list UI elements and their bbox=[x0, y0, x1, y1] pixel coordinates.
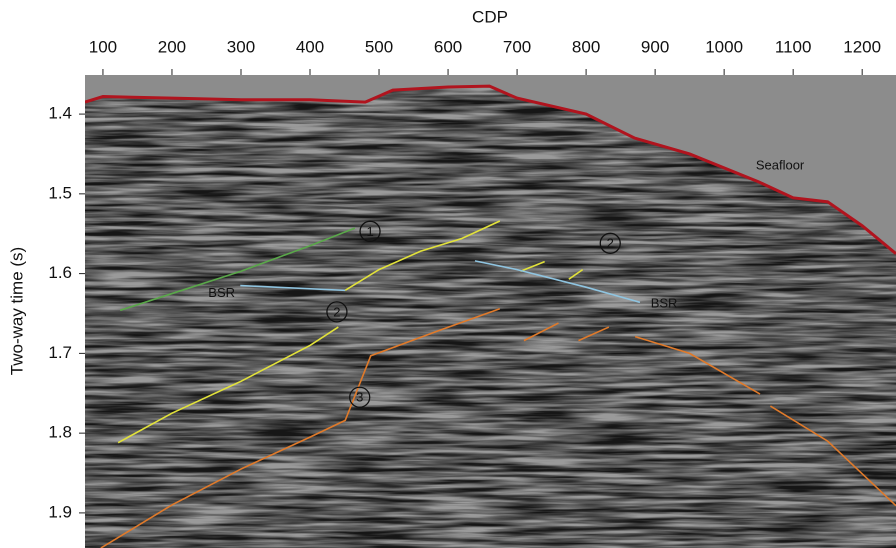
annotation: BSR bbox=[208, 285, 235, 300]
x-tick-label: 300 bbox=[227, 37, 255, 56]
horizon bbox=[85, 84, 896, 255]
horizon bbox=[474, 260, 641, 304]
x-tick-label: 600 bbox=[434, 37, 462, 56]
y-tick-label: 1.7 bbox=[48, 343, 72, 362]
y-tick-label: 1.4 bbox=[48, 104, 72, 123]
horizon bbox=[769, 405, 896, 507]
y-tick-label: 1.9 bbox=[48, 502, 72, 521]
annotation: BSR bbox=[651, 296, 678, 311]
horizon bbox=[117, 326, 339, 444]
annotation: 3 bbox=[356, 390, 363, 405]
annotation-circle bbox=[599, 232, 621, 254]
annotation: Seafloor bbox=[756, 158, 805, 173]
x-tick-label: 900 bbox=[641, 37, 669, 56]
horizon bbox=[578, 326, 610, 342]
y-axis-label: Two-way time (s) bbox=[7, 247, 26, 375]
horizon bbox=[568, 268, 584, 280]
annotation-circle bbox=[326, 301, 348, 323]
horizon bbox=[523, 322, 559, 342]
annotation-circle bbox=[349, 386, 371, 408]
x-tick-label: 400 bbox=[296, 37, 324, 56]
y-tick-label: 1.6 bbox=[48, 263, 72, 282]
horizon bbox=[634, 335, 761, 395]
horizon bbox=[520, 260, 545, 272]
annotation-circle bbox=[359, 220, 381, 242]
y-tick-label: 1.5 bbox=[48, 183, 72, 202]
water-column bbox=[85, 75, 896, 254]
x-tick-label: 1100 bbox=[775, 37, 812, 56]
horizon bbox=[100, 307, 501, 548]
horizon bbox=[119, 227, 356, 312]
x-axis-label: CDP bbox=[472, 7, 508, 26]
x-tick-label: 800 bbox=[572, 37, 600, 56]
horizon bbox=[344, 220, 501, 292]
annotation: 2 bbox=[333, 304, 340, 319]
x-tick-label: 1200 bbox=[843, 37, 881, 56]
x-tick-label: 500 bbox=[365, 37, 393, 56]
x-tick-label: 700 bbox=[503, 37, 531, 56]
horizon bbox=[240, 284, 346, 292]
y-tick-label: 1.8 bbox=[48, 423, 72, 442]
x-tick-label: 1000 bbox=[705, 37, 743, 56]
annotation: 2 bbox=[607, 236, 614, 251]
annotation: 1 bbox=[366, 224, 373, 239]
x-tick-label: 200 bbox=[158, 37, 186, 56]
x-tick-label: 100 bbox=[89, 37, 117, 56]
